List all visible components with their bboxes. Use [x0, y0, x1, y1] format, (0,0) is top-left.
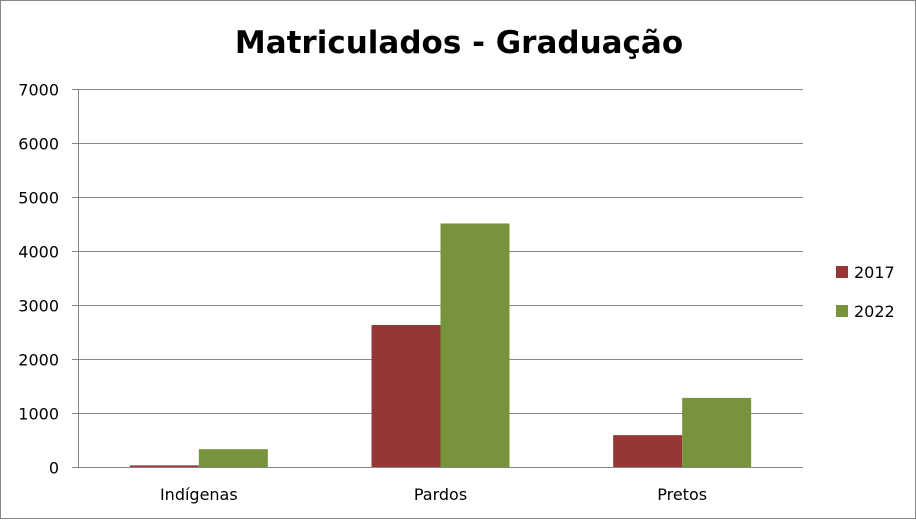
y-tick-label: 4000: [18, 243, 59, 262]
y-axis-ticks: 0 1000 2000 3000 4000 5000 6000 7000: [18, 81, 59, 478]
y-tick-label: 6000: [18, 135, 59, 154]
x-tick-label: Indígenas: [160, 485, 238, 504]
bars: [129, 223, 752, 467]
y-tick-label: 3000: [18, 297, 59, 316]
x-axis-ticks: Indígenas Pardos Pretos: [160, 485, 707, 504]
legend-label-2017: 2017: [854, 263, 895, 282]
legend-swatch-2017: [836, 266, 848, 278]
legend-swatch-2022: [836, 305, 848, 317]
y-tick-label: 5000: [18, 189, 59, 208]
bar-2022-pardos: [440, 223, 510, 467]
x-tick-label: Pardos: [414, 485, 467, 504]
y-tick-label: 1000: [18, 405, 59, 424]
bar-2017-indígenas: [129, 465, 199, 467]
x-tick-label: Pretos: [657, 485, 707, 504]
y-tick-label: 7000: [18, 81, 59, 100]
y-tick-label: 0: [49, 459, 59, 478]
y-tick-label: 2000: [18, 351, 59, 370]
bar-2017-pretos: [613, 435, 683, 467]
legend-label-2022: 2022: [854, 302, 895, 321]
bar-2022-indígenas: [198, 449, 268, 467]
bar-2017-pardos: [371, 324, 441, 467]
legend: 2017 2022: [836, 263, 895, 321]
chart-title: Matriculados - Graduação: [235, 25, 683, 61]
bar-2022-pretos: [682, 397, 752, 467]
